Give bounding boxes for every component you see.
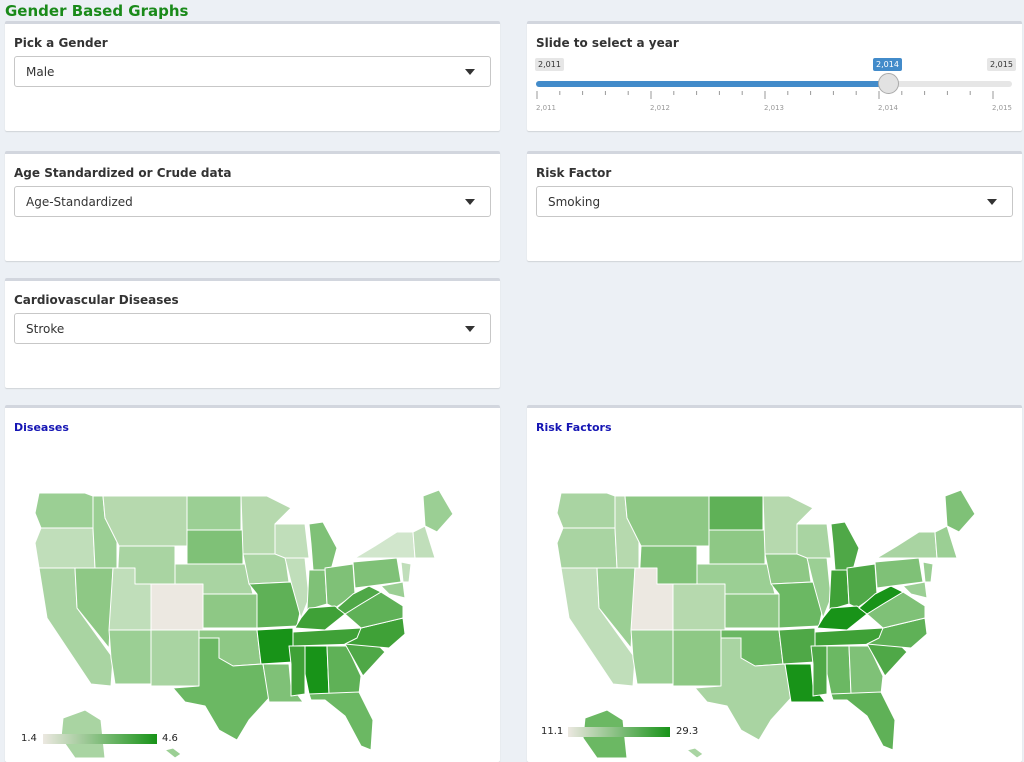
state-mi[interactable]: [308, 521, 338, 571]
diseases-map-box: Diseases: [5, 405, 500, 762]
state-mt[interactable]: [624, 495, 710, 547]
risk-legend-min: 11.1: [541, 726, 564, 737]
state-or[interactable]: [556, 527, 618, 569]
state-wa[interactable]: [34, 492, 94, 529]
slider-handle[interactable]: [878, 73, 899, 94]
cvd-select-value: Stroke: [26, 322, 65, 336]
state-in[interactable]: [828, 569, 850, 611]
cvd-select[interactable]: Stroke: [14, 313, 491, 344]
state-sd[interactable]: [186, 529, 244, 565]
slider-value-label: 2,014: [873, 58, 902, 71]
risk-factor-label: Risk Factor: [536, 166, 612, 180]
risk-us-map[interactable]: [527, 458, 1022, 758]
state-co[interactable]: [150, 583, 204, 631]
state-hi[interactable]: [164, 747, 182, 758]
risk-factor-box: Risk Factor Smoking: [527, 151, 1022, 261]
cvd-label: Cardiovascular Diseases: [14, 293, 179, 307]
state-nd[interactable]: [186, 495, 242, 531]
state-ny[interactable]: [354, 531, 416, 559]
gender-select-value: Male: [26, 65, 55, 79]
gender-box: Pick a Gender Male: [5, 21, 500, 131]
state-co[interactable]: [672, 583, 726, 631]
state-in[interactable]: [306, 569, 328, 611]
state-az[interactable]: [108, 629, 152, 685]
state-ms[interactable]: [288, 645, 306, 697]
state-wa[interactable]: [556, 492, 616, 529]
state-az[interactable]: [630, 629, 674, 685]
gender-label: Pick a Gender: [14, 36, 108, 50]
risk-legend-max: 29.3: [676, 726, 699, 737]
state-al[interactable]: [826, 645, 852, 695]
slider-tick-label: 2,011: [536, 104, 556, 112]
slider-ticks: 2,011 2,012 2,013 2,014 2,015: [536, 91, 1012, 112]
state-ar[interactable]: [778, 627, 816, 665]
state-ks[interactable]: [724, 593, 780, 629]
state-sd[interactable]: [708, 529, 766, 565]
state-al[interactable]: [304, 645, 330, 695]
chevron-down-icon: [465, 326, 475, 332]
state-new-england[interactable]: [412, 525, 436, 559]
state-hi[interactable]: [686, 747, 704, 758]
state-nd[interactable]: [708, 495, 764, 531]
year-box: Slide to select a year 2,011 2,015 2,014…: [527, 21, 1022, 131]
slider-tick-label: 2,014: [878, 104, 899, 112]
year-label: Slide to select a year: [536, 36, 679, 50]
slider-tick-label: 2,012: [650, 104, 670, 112]
state-tx[interactable]: [172, 637, 270, 741]
state-nm[interactable]: [150, 629, 200, 687]
chevron-down-icon: [465, 199, 475, 205]
diseases-legend-max: 4.6: [162, 733, 178, 744]
slider-track[interactable]: [536, 81, 1012, 87]
data-type-select-value: Age-Standardized: [26, 195, 133, 209]
slider-max-label: 2,015: [987, 58, 1016, 71]
state-me[interactable]: [944, 489, 976, 533]
state-wi[interactable]: [796, 523, 832, 559]
risk-legend-bar: [568, 727, 670, 737]
state-tx[interactable]: [694, 637, 792, 741]
risk-map-title: Risk Factors: [536, 421, 612, 434]
state-il[interactable]: [806, 557, 832, 619]
state-ms[interactable]: [810, 645, 828, 697]
state-me[interactable]: [422, 489, 454, 533]
cvd-box: Cardiovascular Diseases Stroke: [5, 278, 500, 388]
slider-tick-label: 2,013: [764, 104, 784, 112]
slider-tick-label: 2,015: [992, 104, 1012, 112]
state-fl[interactable]: [308, 691, 374, 751]
risk-factor-select-value: Smoking: [548, 195, 601, 209]
state-ia[interactable]: [242, 553, 290, 585]
state-md[interactable]: [380, 581, 406, 599]
risk-factor-select[interactable]: Smoking: [536, 186, 1013, 217]
state-nm[interactable]: [672, 629, 722, 687]
state-il[interactable]: [284, 557, 310, 619]
state-ar[interactable]: [256, 627, 294, 665]
chevron-down-icon: [465, 69, 475, 75]
diseases-map-title: Diseases: [14, 421, 69, 434]
state-ia[interactable]: [764, 553, 812, 585]
data-type-label: Age Standardized or Crude data: [14, 166, 232, 180]
diseases-legend-bar: [43, 734, 157, 744]
diseases-us-map[interactable]: [5, 458, 500, 758]
slider-fill: [536, 81, 893, 87]
state-nj[interactable]: [400, 561, 412, 583]
state-ks[interactable]: [202, 593, 258, 629]
state-mi[interactable]: [830, 521, 860, 571]
state-wi[interactable]: [274, 523, 310, 559]
state-fl[interactable]: [830, 691, 896, 751]
diseases-legend-min: 1.4: [21, 733, 37, 744]
state-or[interactable]: [34, 527, 96, 569]
slider-min-label: 2,011: [535, 58, 564, 71]
chevron-down-icon: [987, 199, 997, 205]
state-md[interactable]: [902, 581, 928, 599]
state-mt[interactable]: [102, 495, 188, 547]
state-ny[interactable]: [876, 531, 938, 559]
page-title: Gender Based Graphs: [5, 2, 189, 20]
gender-select[interactable]: Male: [14, 56, 491, 87]
risk-map-box: Risk Factors: [527, 405, 1022, 762]
state-new-england[interactable]: [934, 525, 958, 559]
state-nj[interactable]: [922, 561, 934, 583]
data-type-box: Age Standardized or Crude data Age-Stand…: [5, 151, 500, 261]
data-type-select[interactable]: Age-Standardized: [14, 186, 491, 217]
